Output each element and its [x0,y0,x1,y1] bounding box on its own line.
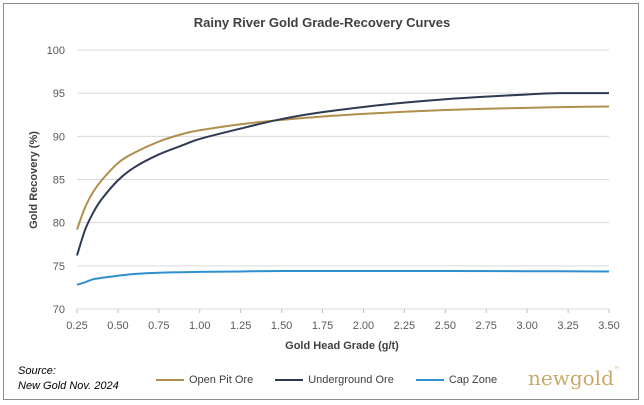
x-tick-label: 3.25 [557,320,578,332]
x-tick-label: 0.25 [66,320,87,332]
source-text: New Gold Nov. 2024 [18,380,119,392]
newgold-logo: newgold™ [528,366,620,390]
gridlines [77,49,609,310]
legend-item-underground: Underground Ore [275,374,394,386]
y-tick-label: 95 [53,88,65,100]
series-line-underground [76,92,610,256]
x-tick-label: 2.25 [394,320,415,332]
y-tick-label: 75 [53,261,65,273]
x-tick-label: 1.25 [230,320,251,332]
source-note: Source: New Gold Nov. 2024 [18,364,119,394]
legend-label-cap-zone: Cap Zone [448,374,498,386]
x-tick-label: 1.50 [271,320,292,332]
y-tick-label: 90 [53,131,65,143]
y-tick-labels: 70 75 80 85 90 95 100 [47,45,65,316]
legend: Open Pit Ore Underground Ore Cap Zone [156,374,497,386]
x-tick-label: 3.50 [598,320,619,332]
y-tick-label: 100 [47,45,65,57]
x-tick-label: 2.75 [476,320,497,332]
series-line-open-pit [76,105,610,230]
x-tick-label: 1.00 [189,320,210,332]
x-tick-label: 1.75 [312,320,333,332]
series-line-cap-zone [76,269,610,286]
legend-item-open-pit: Open Pit Ore [156,374,253,386]
x-tick-label: 0.50 [107,320,128,332]
legend-label-open-pit: Open Pit Ore [189,374,254,386]
source-label: Source: [18,365,56,377]
x-tick-label: 2.00 [353,320,374,332]
x-axis-label: Gold Head Grade (g/t) [285,340,399,352]
chart-title: Rainy River Gold Grade-Recovery Curves [193,15,451,30]
legend-swatch-cap-zone [415,379,444,381]
y-tick-label: 70 [53,304,65,316]
legend-swatch-underground [275,379,304,381]
x-tick-label: 2.50 [435,320,456,332]
y-tick-label: 80 [53,218,65,230]
x-tick-label: 0.75 [148,320,169,332]
logo-trademark: ™ [613,366,620,373]
legend-label-underground: Underground Ore [308,374,394,386]
series-lines [76,92,610,286]
legend-item-cap-zone: Cap Zone [415,374,498,386]
x-tick-labels: 0.25 0.50 0.75 1.00 1.25 1.50 1.75 2.00 2.25 2.50… [66,309,620,332]
y-axis-label: Gold Recovery (%) [28,131,40,229]
legend-swatch-open-pit [156,379,184,381]
x-tick-label: 3.00 [516,320,537,332]
chart-frame [3,3,639,400]
logo-text: newgold [528,366,614,390]
y-tick-label: 85 [53,175,65,187]
